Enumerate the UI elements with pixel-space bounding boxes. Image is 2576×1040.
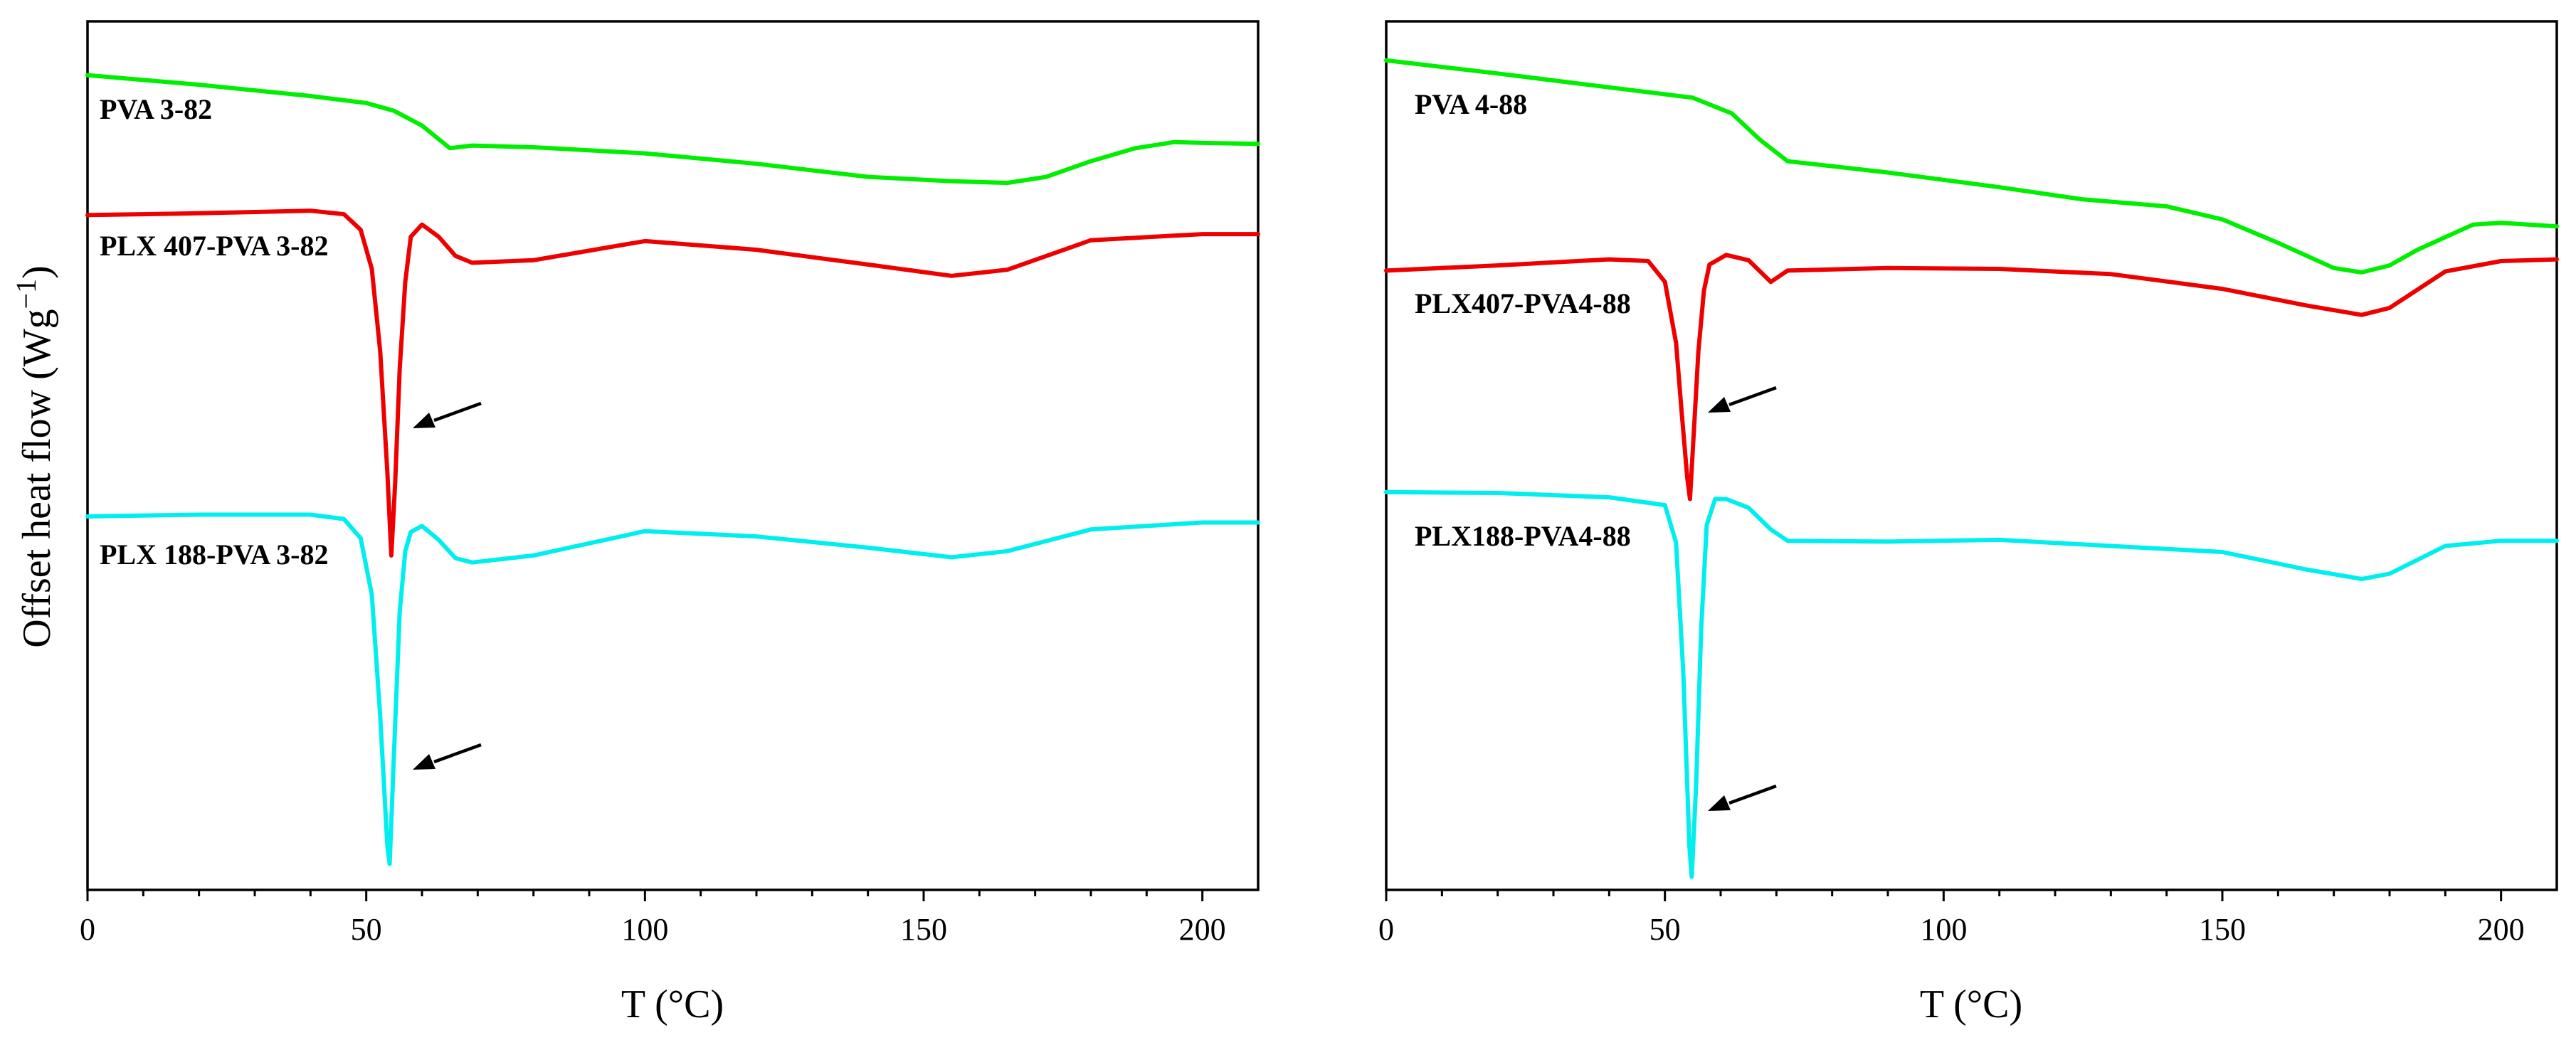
- arrow-peak-plx188-left: [413, 743, 482, 770]
- series-pva-4-88: [1384, 58, 2559, 275]
- series-plx-407-pva-3-82: [85, 208, 1260, 558]
- panel-right-frame: [1385, 20, 2558, 891]
- xtick-label-left-0: 0: [80, 912, 95, 947]
- panel-left: 0 50 100 150 200 PVA 3-82 PLX 407-PVA 3-82 P…: [80, 20, 1260, 1026]
- y-axis-label-main: Offset heat flow (Wg: [15, 309, 59, 647]
- panel-left-xticks: [86, 890, 1204, 901]
- arrow-peak-plx188-right: [1708, 784, 1777, 811]
- series-plx188-pva4-88: [1384, 489, 2559, 879]
- series-plx407-pva4-88: [1384, 253, 2559, 502]
- xtick-label-left-150: 150: [900, 912, 947, 947]
- arrow-peak-plx407-right: [1708, 386, 1777, 413]
- panel-left-arrows: [413, 401, 482, 770]
- xtick-label-right-200: 200: [2478, 912, 2525, 947]
- xtick-label-right-50: 50: [1649, 912, 1681, 947]
- panel-left-xtick-labels: 0 50 100 150 200: [80, 912, 1226, 947]
- panel-left-curves: [85, 73, 1260, 866]
- xtick-label-left-50: 50: [351, 912, 382, 947]
- series-plx-188-pva-3-82: [85, 512, 1260, 866]
- panel-right-curves: [1384, 58, 2559, 879]
- label-plx188-pva-3-82: PLX 188-PVA 3-82: [100, 538, 328, 571]
- label-plx407-pva4-88: PLX407-PVA4-88: [1415, 287, 1631, 319]
- series-pva-3-82: [85, 73, 1260, 186]
- xtick-label-left-100: 100: [621, 912, 668, 947]
- panel-right-xtick-labels: 0 50 100 150 200: [1378, 912, 2525, 947]
- xtick-label-right-100: 100: [1920, 912, 1967, 947]
- arrow-peak-plx407-left: [413, 401, 482, 428]
- panel-right-x-axis-label: T (°C): [1920, 982, 2022, 1026]
- label-pva-4-88: PVA 4-88: [1415, 88, 1527, 120]
- panel-right-series-labels: PVA 4-88 PLX407-PVA4-88 PLX188-PVA4-88: [1415, 88, 1631, 552]
- y-axis-label-close: ): [15, 265, 59, 279]
- panel-left-series-labels: PVA 3-82 PLX 407-PVA 3-82 PLX 188-PVA 3-…: [100, 93, 328, 571]
- label-pva-3-82: PVA 3-82: [100, 93, 212, 125]
- xtick-label-right-150: 150: [2199, 912, 2246, 947]
- panel-right-xticks: [1385, 890, 2503, 901]
- panel-right-arrows: [1708, 386, 1777, 811]
- label-plx188-pva4-88: PLX188-PVA4-88: [1415, 520, 1631, 552]
- y-axis-label-exponent: −1: [10, 279, 42, 309]
- panel-left-x-axis-label: T (°C): [621, 982, 724, 1026]
- panel-right: 0 50 100 150 200 PVA 4-88 PLX407-PVA4-88 PLX…: [1378, 20, 2559, 1026]
- y-axis-label: Offset heat flow (Wg−1): [10, 265, 59, 648]
- label-plx407-pva-3-82: PLX 407-PVA 3-82: [100, 230, 328, 262]
- xtick-label-right-0: 0: [1378, 912, 1394, 947]
- xtick-label-left-200: 200: [1179, 912, 1226, 947]
- panel-left-frame: [86, 20, 1260, 891]
